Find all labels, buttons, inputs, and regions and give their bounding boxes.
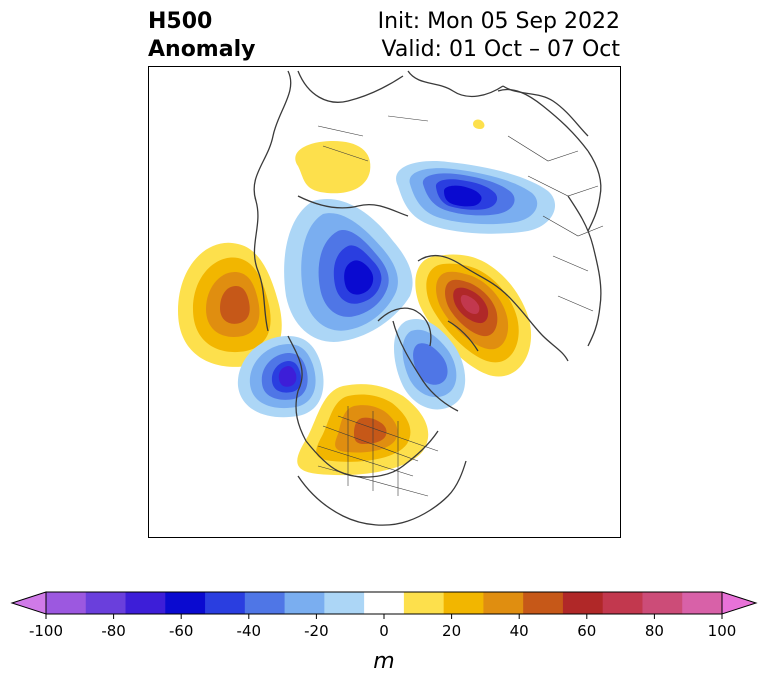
colorbar-tick-label: 100 <box>708 622 737 640</box>
colorbar-tick-label: 40 <box>510 622 529 640</box>
colorbar-box <box>562 592 604 614</box>
colorbar-box <box>443 592 484 614</box>
colorbar-tick-label: -40 <box>237 622 262 640</box>
borders <box>317 115 604 497</box>
anomaly-map <box>148 66 621 538</box>
colorbar-box <box>642 592 683 614</box>
colorbar-box <box>602 592 643 614</box>
colorbar-box <box>244 592 286 614</box>
greenland-trough <box>393 318 466 410</box>
colorbar-tick-label: 60 <box>577 622 596 640</box>
colorbar-extend-high <box>721 591 758 615</box>
colorbar-box <box>205 592 246 614</box>
colorbar-box <box>85 592 127 614</box>
valid-range: Valid: 01 Oct – 07 Oct <box>381 37 620 62</box>
variable-label: H500 <box>148 9 213 34</box>
siberia-trough <box>396 161 556 234</box>
siberia-small-ridge <box>473 119 485 129</box>
canada-ridge <box>297 384 429 476</box>
colorbar-tick-label: 20 <box>442 622 461 640</box>
colorbar-tick-label: -20 <box>304 622 329 640</box>
colorbar-unit-label: m <box>373 649 394 674</box>
colorbar-tick-label: -60 <box>169 622 194 640</box>
colorbar-box <box>165 592 206 614</box>
colorbar-box <box>403 592 445 614</box>
colorbar-box <box>523 592 564 614</box>
alaska-trough <box>237 336 324 418</box>
colorbar-tick-label: -100 <box>29 622 63 640</box>
colorbar-box <box>682 592 723 614</box>
colorbar-extend-low <box>10 591 47 615</box>
map-frame <box>148 66 621 538</box>
colorbar-tick-label: -80 <box>101 622 126 640</box>
colorbar-box <box>364 592 405 614</box>
arctic-trough <box>284 199 413 342</box>
map-title: H500 Anomaly <box>148 8 255 64</box>
colorbar-box <box>324 592 365 614</box>
colorbar-ticks: -100 -80 -60 -40 -20 0 20 40 60 80 100 <box>29 614 736 640</box>
init-date: Init: Mon 05 Sep 2022 <box>377 9 620 34</box>
colorbar-box <box>46 592 87 614</box>
field-label: Anomaly <box>148 37 256 62</box>
colorbar-box <box>284 592 325 614</box>
pacific-ridge <box>178 242 282 367</box>
colorbar-box <box>125 592 166 614</box>
scandinavia-ridge <box>415 254 532 377</box>
colorbar-tick-label: 80 <box>645 622 664 640</box>
map-dates: Init: Mon 05 Sep 2022 Valid: 01 Oct – 07… <box>378 8 620 64</box>
colorbar: -100 -80 -60 -40 -20 0 20 40 60 80 100 m <box>10 591 758 674</box>
colorbar-tick-label: 0 <box>379 622 389 640</box>
coastlines <box>253 70 602 526</box>
asia-ridge <box>295 141 371 194</box>
colorbar-boxes <box>10 591 758 615</box>
colorbar-box <box>483 592 524 614</box>
